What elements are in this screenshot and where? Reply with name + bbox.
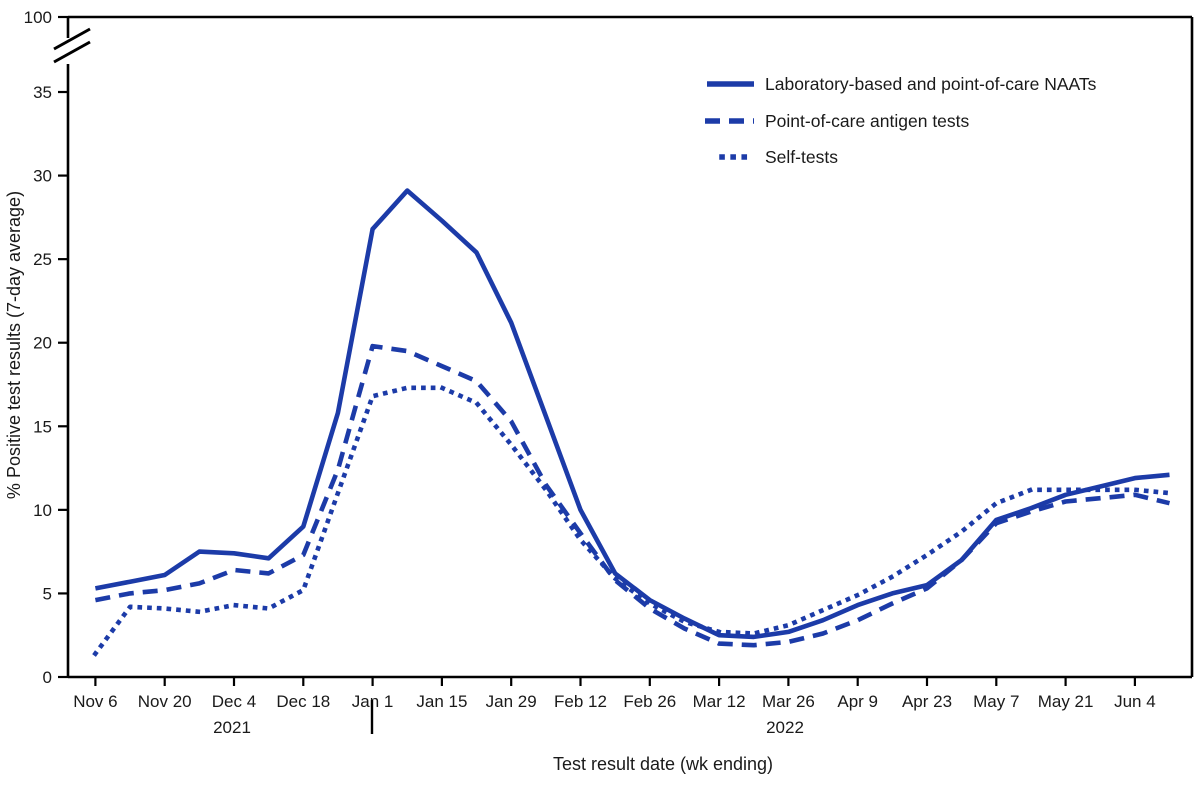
x-tick-label: Feb 26 (623, 692, 676, 711)
x-tick-label: Apr 23 (902, 692, 952, 711)
legend-item-antigen: Point-of-care antigen tests (705, 111, 970, 131)
legend-label-naats: Laboratory-based and point-of-care NAATs (765, 74, 1097, 94)
y-tick-label: 35 (33, 83, 52, 102)
y-tick-label: 25 (33, 250, 52, 269)
x-tick-label: Apr 9 (837, 692, 878, 711)
x-tick-label: Dec 4 (212, 692, 256, 711)
x-tick-label: Jan 15 (416, 692, 467, 711)
y-axis-break-icon (53, 27, 91, 64)
legend-label-antigen: Point-of-care antigen tests (765, 111, 970, 131)
y-tick-label: 20 (33, 334, 52, 353)
series-lines (92, 188, 1173, 657)
x-tick-label: Jan 29 (486, 692, 537, 711)
x-tick-label: Dec 18 (276, 692, 330, 711)
y-axis-ticks: 0 5 10 15 20 25 30 35 100 (24, 8, 68, 687)
x-tick-label: Jun 4 (1114, 692, 1156, 711)
x-tick-label: May 7 (973, 692, 1019, 711)
x-axis-title: Test result date (wk ending) (553, 754, 773, 774)
legend: Laboratory-based and point-of-care NAATs… (705, 74, 1097, 167)
x-axis-ticks: Nov 6 Nov 20 Dec 4 Dec 18 Jan 1 Jan 15 Jan 29 F… (73, 677, 1156, 711)
series-line-dotted (92, 385, 1173, 657)
x-tick-label: Mar 26 (762, 692, 815, 711)
series-line-solid (94, 188, 1170, 640)
x-tick-label: May 21 (1038, 692, 1094, 711)
x-tick-label: Nov 6 (73, 692, 117, 711)
series-line-dashed (94, 343, 1171, 648)
y-tick-label: 0 (43, 668, 52, 687)
y-tick-label: 10 (33, 501, 52, 520)
y-tick-label: 15 (33, 417, 52, 436)
y-tick-label: 100 (24, 8, 52, 27)
legend-item-naats: Laboratory-based and point-of-care NAATs (707, 74, 1097, 94)
x-tick-label: Feb 12 (554, 692, 607, 711)
legend-item-selftests: Self-tests (719, 147, 838, 167)
y-tick-label: 5 (43, 584, 52, 603)
year-label-2022: 2022 (766, 718, 804, 737)
year-label-2021: 2021 (213, 718, 251, 737)
x-tick-label: Nov 20 (138, 692, 192, 711)
x-tick-label: Mar 12 (693, 692, 746, 711)
y-axis-title: % Positive test results (7-day average) (4, 191, 24, 499)
y-tick-label: 30 (33, 167, 52, 186)
legend-label-selftests: Self-tests (765, 147, 838, 167)
